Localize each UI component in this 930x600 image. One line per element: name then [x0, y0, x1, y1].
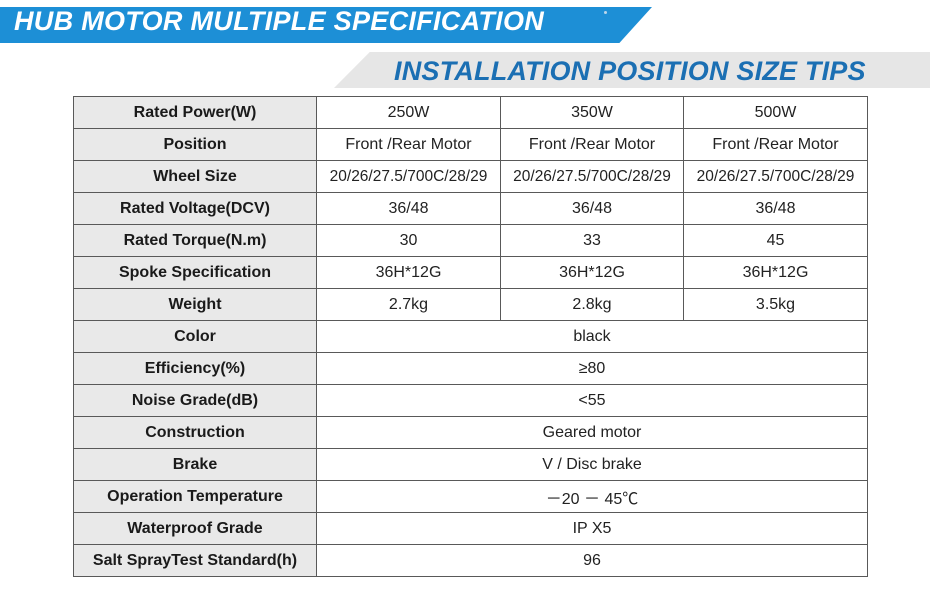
table-cell: 33	[500, 224, 684, 257]
spec-table: Rated Power(W) 250W 350W 500W Position F…	[73, 96, 868, 577]
row-label: Rated Torque(N.m)	[73, 224, 317, 257]
table-cell: 500W	[683, 96, 868, 129]
row-label: Brake	[73, 448, 317, 481]
row-label: Salt SprayTest Standard(h)	[73, 544, 317, 577]
row-label: Noise Grade(dB)	[73, 384, 317, 417]
table-cell: ≥80	[316, 352, 868, 385]
table-cell: 36H*12G	[500, 256, 684, 289]
row-label: Wheel Size	[73, 160, 317, 193]
table-cell: 36/48	[500, 192, 684, 225]
table-cell: 3.5kg	[683, 288, 868, 321]
table-cell: 45	[683, 224, 868, 257]
table-cell: 20/26/27.5/700C/28/29	[500, 160, 684, 193]
table-row: Operation Temperature －20 － 45℃	[73, 480, 868, 513]
table-cell: Front /Rear Motor	[683, 128, 868, 161]
table-row: Rated Torque(N.m) 30 33 45	[73, 224, 868, 257]
table-cell: 36/48	[683, 192, 868, 225]
table-cell: 2.8kg	[500, 288, 684, 321]
table-row: Salt SprayTest Standard(h) 96	[73, 544, 868, 577]
banner-dot	[604, 11, 607, 14]
subtitle-banner	[334, 52, 930, 88]
row-label: Rated Voltage(DCV)	[73, 192, 317, 225]
table-cell: 2.7kg	[316, 288, 501, 321]
table-cell: IP X5	[316, 512, 868, 545]
table-cell: 96	[316, 544, 868, 577]
title-banner	[0, 7, 652, 43]
table-cell: black	[316, 320, 868, 353]
table-cell: 36H*12G	[316, 256, 501, 289]
table-row: Spoke Specification 36H*12G 36H*12G 36H*…	[73, 256, 868, 289]
row-label: Rated Power(W)	[73, 96, 317, 129]
table-row: Noise Grade(dB) <55	[73, 384, 868, 417]
row-label: Waterproof Grade	[73, 512, 317, 545]
row-label: Construction	[73, 416, 317, 449]
table-cell: 36/48	[316, 192, 501, 225]
table-row: Waterproof Grade IP X5	[73, 512, 868, 545]
table-cell: －20 － 45℃	[316, 480, 868, 513]
table-cell: Front /Rear Motor	[316, 128, 501, 161]
table-cell: 250W	[316, 96, 501, 129]
row-label: Operation Temperature	[73, 480, 317, 513]
table-row: Construction Geared motor	[73, 416, 868, 449]
table-cell: <55	[316, 384, 868, 417]
table-cell: 36H*12G	[683, 256, 868, 289]
table-cell: Geared motor	[316, 416, 868, 449]
row-label: Weight	[73, 288, 317, 321]
page-title: HUB MOTOR MULTIPLE SPECIFICATION	[14, 6, 545, 36]
table-row: Rated Power(W) 250W 350W 500W	[73, 96, 868, 129]
table-cell: Front /Rear Motor	[500, 128, 684, 161]
table-row: Efficiency(%) ≥80	[73, 352, 868, 385]
row-label: Efficiency(%)	[73, 352, 317, 385]
row-label: Position	[73, 128, 317, 161]
table-row: Rated Voltage(DCV) 36/48 36/48 36/48	[73, 192, 868, 225]
row-label: Spoke Specification	[73, 256, 317, 289]
table-row: Wheel Size 20/26/27.5/700C/28/29 20/26/2…	[73, 160, 868, 193]
table-cell: 20/26/27.5/700C/28/29	[683, 160, 868, 193]
table-row: Brake V / Disc brake	[73, 448, 868, 481]
table-row: Color black	[73, 320, 868, 353]
page-subtitle: INSTALLATION POSITION SIZE TIPS	[394, 56, 866, 86]
table-cell: 20/26/27.5/700C/28/29	[316, 160, 501, 193]
table-cell: 30	[316, 224, 501, 257]
row-label: Color	[73, 320, 317, 353]
table-cell: V / Disc brake	[316, 448, 868, 481]
table-cell: 350W	[500, 96, 684, 129]
table-row: Weight 2.7kg 2.8kg 3.5kg	[73, 288, 868, 321]
table-row: Position Front /Rear Motor Front /Rear M…	[73, 128, 868, 161]
